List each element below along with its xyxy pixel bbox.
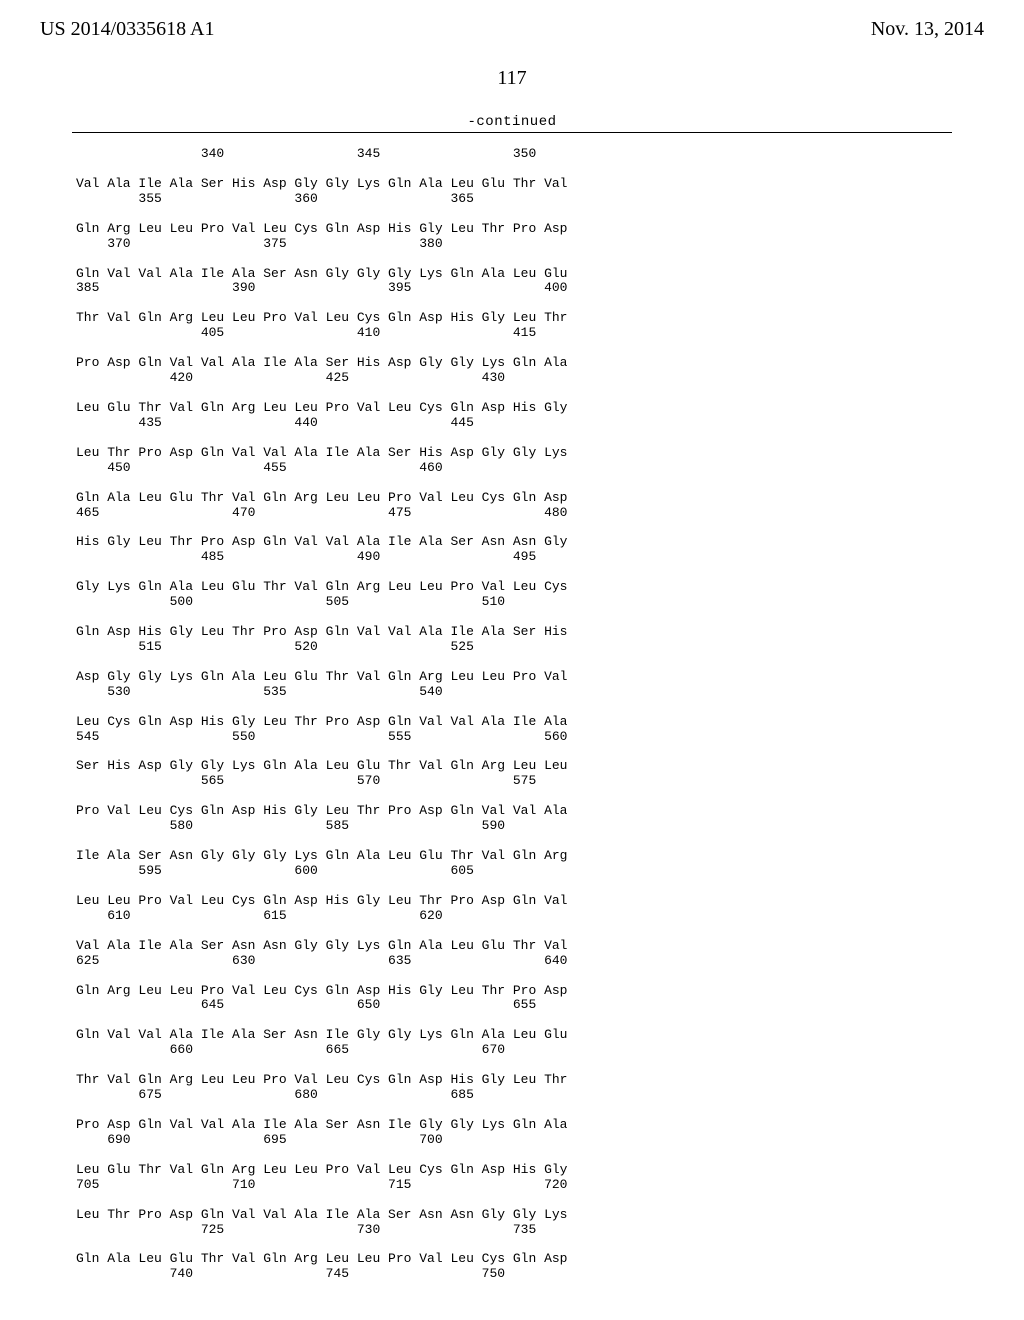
sequence-listing: 340 345 350 Val Ala Ile Ala Ser His Asp …: [76, 147, 1024, 1282]
page-number: 117: [0, 67, 1024, 90]
continued-label: -continued: [0, 114, 1024, 130]
header-row: US 2014/0335618 A1 Nov. 13, 2014: [40, 18, 984, 41]
publication-date: Nov. 13, 2014: [871, 18, 984, 41]
top-rule: [72, 132, 952, 133]
page-header: US 2014/0335618 A1 Nov. 13, 2014: [0, 0, 1024, 41]
publication-number: US 2014/0335618 A1: [40, 18, 214, 41]
